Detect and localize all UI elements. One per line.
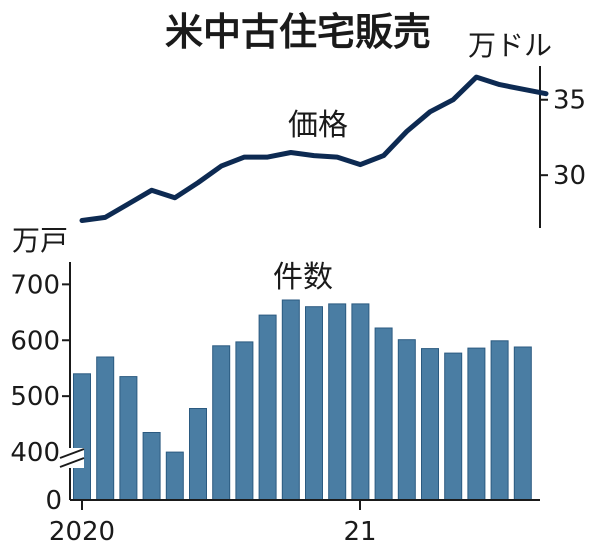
price-series-label: 価格 <box>288 108 348 143</box>
sales-unit-label: 万戸 <box>12 224 68 257</box>
sales-tick-label-700: 700 <box>10 270 60 300</box>
sales-bar-2020-07 <box>212 345 231 501</box>
price-tick-label-35: 35 <box>553 86 586 116</box>
sales-tick-label-500: 500 <box>10 382 60 412</box>
sales-bar-2020-11 <box>305 306 323 501</box>
sales-bar-2021-07 <box>490 340 509 501</box>
sales-bar-2020-03 <box>119 376 138 501</box>
price-ticks: 30 35 <box>540 86 586 191</box>
sales-bar-2020-02 <box>96 356 115 501</box>
sales-series-label: 件数 <box>273 260 333 295</box>
sales-bar-2020-04 <box>142 432 161 501</box>
sales-bar-2020-06 <box>189 408 207 501</box>
sales-tick-label-zero: 0 <box>45 486 62 516</box>
sales-bar-2021-03 <box>397 339 416 501</box>
sales-tick-label-400: 400 <box>10 438 60 468</box>
price-unit-label: 万ドル <box>468 29 552 62</box>
x-tick-label-2020: 2020 <box>49 517 115 547</box>
sales-bar-2020-05 <box>165 451 184 501</box>
x-tick-label-21: 21 <box>343 517 376 547</box>
sales-panel: 万戸 件数 400 500 600 700 0 <box>10 224 540 516</box>
sales-bar-2021-02 <box>374 327 393 501</box>
sales-bar-2021-06 <box>467 347 486 501</box>
sales-bar-2020-12 <box>328 303 347 501</box>
axis-break-marker <box>59 448 85 468</box>
sales-bar-2020-01 <box>73 373 91 501</box>
price-tick-label-30: 30 <box>553 161 586 191</box>
sales-bar-2021-08 <box>513 346 532 501</box>
price-series-line <box>79 74 549 223</box>
sales-bar-2020-10 <box>281 299 300 501</box>
sales-bar-2020-09 <box>258 314 277 501</box>
sales-bar-2020-08 <box>235 341 254 501</box>
sales-bar-2021-04 <box>421 348 439 501</box>
sales-bars <box>73 299 532 501</box>
sales-bar-2021-01 <box>351 303 370 501</box>
chart-title: 米中古住宅販売 <box>165 10 431 54</box>
sales-ticks: 400 500 600 700 <box>10 270 70 468</box>
sales-bar-2021-05 <box>444 352 463 501</box>
price-panel: 万ドル 価格 30 35 <box>79 29 586 228</box>
sales-tick-label-600: 600 <box>10 326 60 356</box>
